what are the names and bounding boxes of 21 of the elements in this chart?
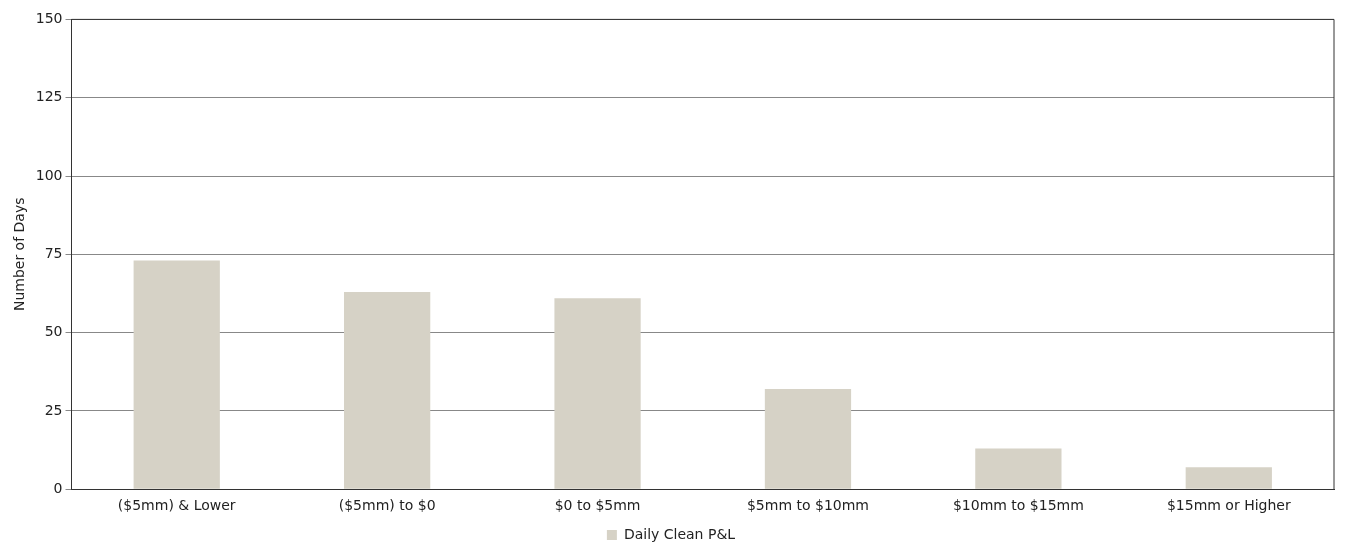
y-tick-label: 125 xyxy=(35,88,63,105)
bar xyxy=(764,388,852,489)
y-tick-label: 150 xyxy=(35,10,63,27)
y-tick-label: 0 xyxy=(53,479,63,496)
bar xyxy=(1185,467,1272,489)
x-tick-label: $0 to $5mm xyxy=(554,497,641,514)
legend-label: Daily Clean P&L xyxy=(623,525,736,542)
bar xyxy=(975,448,1062,489)
y-tick-label: 100 xyxy=(35,166,63,183)
y-tick-label: 50 xyxy=(44,323,63,340)
bar xyxy=(554,298,641,489)
bar xyxy=(344,291,431,489)
x-tick-label: $5mm to $10mm xyxy=(746,497,869,514)
x-tick-label: ($5mm) & Lower xyxy=(117,497,236,514)
y-tick-label: 25 xyxy=(44,401,63,418)
bar xyxy=(133,260,220,489)
x-tick-label: ($5mm) to $0 xyxy=(338,497,436,514)
x-tick-label: $10mm to $15mm xyxy=(952,497,1084,514)
x-tick-label: $15mm or Higher xyxy=(1166,497,1291,514)
y-axis-title: Number of Days xyxy=(11,197,28,312)
y-tick-label: 75 xyxy=(44,244,63,261)
